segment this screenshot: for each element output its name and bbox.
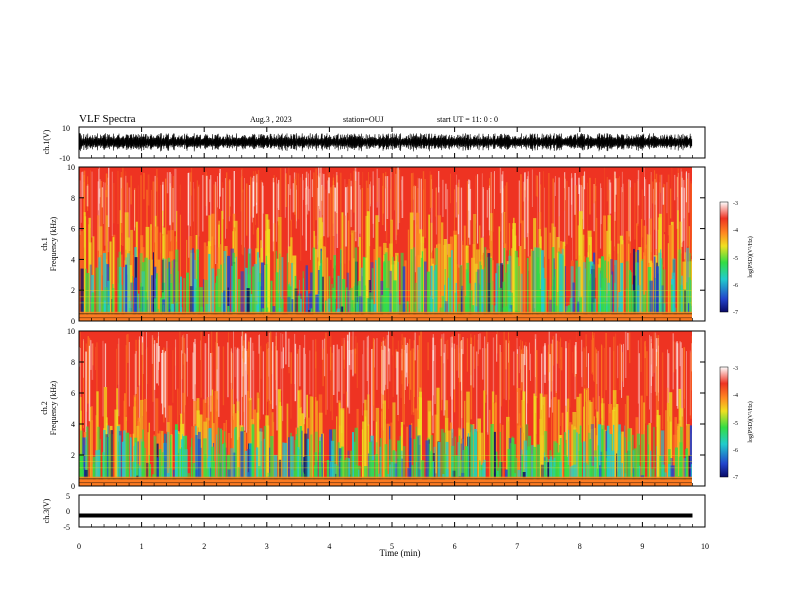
ch2-colorbar-tick-4: -4 [733,393,738,399]
ch1-spectrogram-panel: 0 2 4 6 8 10 ch.1 Frequency (kHz) [40,163,706,326]
ch1-colorbar-tick-4: -4 [733,228,738,234]
x-tick-label: 3 [265,542,269,551]
x-tick-label: 2 [202,542,206,551]
ch2-spectrogram-yticks-label: 0 [71,482,75,491]
ch2-spectrogram-yticks-label: 6 [71,389,75,398]
ch2-spectrogram-yticks-label: 2 [71,451,75,460]
ch2-spectrogram-yticks-label: 10 [67,327,75,336]
ch1-spectrogram-yticks-label: 0 [71,317,75,326]
start-ut-label: start UT = 11: 0 : 0 [437,115,498,124]
x-tick-label: 7 [515,542,519,551]
ch1-spectrogram-yticks-label: 4 [71,255,75,264]
ch2-spectrogram-ylabel-freq: Frequency (kHz) [49,380,58,435]
ch1-ytick-top: 10 [62,124,70,133]
ch2-colorbar: -3 -4 -5 -6 -7 log(PSD)(V²/Hz) [719,366,754,481]
x-axis-label: Time (min) [380,548,421,558]
ch1-colorbar-label: log(PSD)(V²/Hz) [747,236,754,277]
ch1-spectrogram-yticks-label: 6 [71,225,75,234]
ch3-ytick-mid: 0 [66,507,70,516]
ch1-colorbar-gradient [719,201,729,313]
ch3-waveform-ylabel: ch.3(V) [42,498,51,523]
ch1-ytick-bottom: -10 [59,154,70,163]
ch3-ytick-top: 5 [66,492,70,501]
x-tick-label: 6 [453,542,457,551]
date-label: Aug.3 , 2023 [250,115,292,124]
station-label: station=OUJ [343,115,384,124]
ch1-colorbar: -3 -4 -5 -6 -7 log(PSD)(V²/Hz) [719,201,754,316]
x-tick-label: 5 [390,542,394,551]
ch1-waveform-trace [78,133,693,152]
x-tick-label: 1 [140,542,144,551]
ch2-spectrogram-yticks: 0 2 4 6 8 10 [67,327,705,491]
ch1-spectrogram-yticks-label: 8 [71,194,75,203]
ch2-colorbar-tick-5: -5 [733,421,738,427]
x-tick-label: 10 [701,542,709,551]
ch2-spectrogram-texture [79,331,692,486]
ch1-waveform-ylabel: ch.1(V) [42,129,51,154]
ch2-spectrogram-panel: 0 2 4 6 8 10 ch.2 Frequency (kHz) [40,327,706,491]
ch1-colorbar-tick-5: -5 [733,256,738,262]
x-tick-label: 9 [640,542,644,551]
ch1-spectrogram-yticks: 0 2 4 6 8 10 [67,163,705,326]
ch2-spectrogram-ylabel-channel: ch.2 [40,401,49,415]
x-tick-label: 8 [578,542,582,551]
ch2-colorbar-gradient [719,366,729,478]
x-axis: 0 1 2 3 4 5 6 7 8 9 10 [77,127,709,551]
ch1-spectrogram-yticks-label: 10 [67,163,75,172]
ch2-colorbar-tick-3: -3 [733,366,738,372]
x-tick-label: 4 [327,542,331,551]
ch2-colorbar-label: log(PSD)(V²/Hz) [747,401,754,442]
x-tick-label: 0 [77,542,81,551]
ch2-colorbar-tick-6: -6 [733,448,738,454]
ch1-spectrogram-yticks-label: 2 [71,286,75,295]
ch1-colorbar-tick-6: -6 [733,283,738,289]
ch3-ytick-bottom: -5 [63,523,70,532]
ch2-spectrogram-yticks-label: 4 [71,420,75,429]
ch1-spectrogram-ylabel-freq: Frequency (kHz) [49,216,58,271]
ch2-spectrogram-yticks-label: 8 [71,358,75,367]
ch1-colorbar-tick-3: -3 [733,201,738,207]
ch2-colorbar-tick-7: -7 [733,475,738,481]
ch1-colorbar-tick-7: -7 [733,310,738,316]
ch1-spectrogram-ylabel-channel: ch.1 [40,237,49,251]
figure-title: VLF Spectra [79,113,136,125]
ch1-spectrogram-texture [79,167,692,321]
